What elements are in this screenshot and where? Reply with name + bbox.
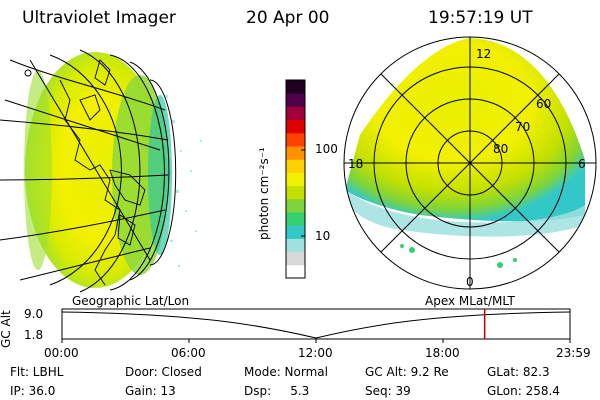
gc-alt-tick-low: 1.8 [24, 328, 44, 342]
info-ip: IP: 36.0 [10, 384, 56, 398]
colorbar-border [285, 79, 306, 279]
time-tick-1800: 18:00 [425, 346, 460, 360]
colorbar-segment [286, 119, 305, 134]
colorbar-segment [286, 146, 305, 160]
time-tick-2359: 23:59 [556, 346, 591, 360]
colorbar-segment [286, 159, 305, 173]
info-glon: GLon: 258.4 [487, 384, 560, 398]
info-dsp: Dsp: 5.3 [244, 384, 310, 398]
colorbar-segment [286, 198, 305, 213]
colorbar-segment [286, 80, 305, 94]
info-filter: Flt: LBHL [10, 365, 64, 379]
mlt-label-0: 0 [466, 275, 474, 289]
colorbar-segment [286, 251, 305, 266]
geographic-label: Geographic Lat/Lon [72, 294, 190, 308]
lat-label-80: 80 [493, 142, 509, 156]
info-seq: Seq: 39 [365, 384, 411, 398]
colorbar-segment [286, 238, 305, 253]
time-tick-0600: 06:00 [171, 346, 206, 360]
mlt-label-12: 12 [476, 47, 492, 61]
colorbar-segment [286, 212, 305, 226]
date-label: 20 Apr 00 [246, 8, 330, 28]
info-door: Door: Closed [125, 365, 202, 379]
colorbar-segment [286, 172, 305, 187]
colorbar-tick-100: 100 [315, 142, 338, 156]
info-glat: GLat: 82.3 [487, 365, 550, 379]
info-mode: Mode: Normal [244, 365, 328, 379]
colorbar-segment [286, 132, 305, 147]
mlt-label-18: 18 [348, 157, 364, 171]
mlt-label-6: 6 [578, 157, 586, 171]
colorbar-segment [286, 106, 305, 121]
colorbar-segment [286, 264, 305, 279]
colorbar-segment [286, 93, 305, 107]
colorbar-tick-10: 10 [315, 229, 331, 243]
gc-alt-tick-high: 9.0 [24, 307, 44, 321]
info-gain: Gain: 13 [125, 384, 176, 398]
time-label: 19:57:19 UT [428, 8, 533, 28]
lat-label-70: 70 [515, 120, 531, 134]
info-gc-alt: GC Alt: 9.2 Re [365, 365, 449, 379]
time-tick-1200: 12:00 [298, 346, 333, 360]
apex-label: Apex MLat/MLT [425, 294, 515, 308]
colorbar-segment [286, 225, 305, 239]
instrument-title: Ultraviolet Imager [22, 8, 176, 28]
colorbar-segment [286, 185, 305, 200]
lat-label-60: 60 [536, 97, 552, 111]
time-tick-0000: 00:00 [44, 346, 79, 360]
